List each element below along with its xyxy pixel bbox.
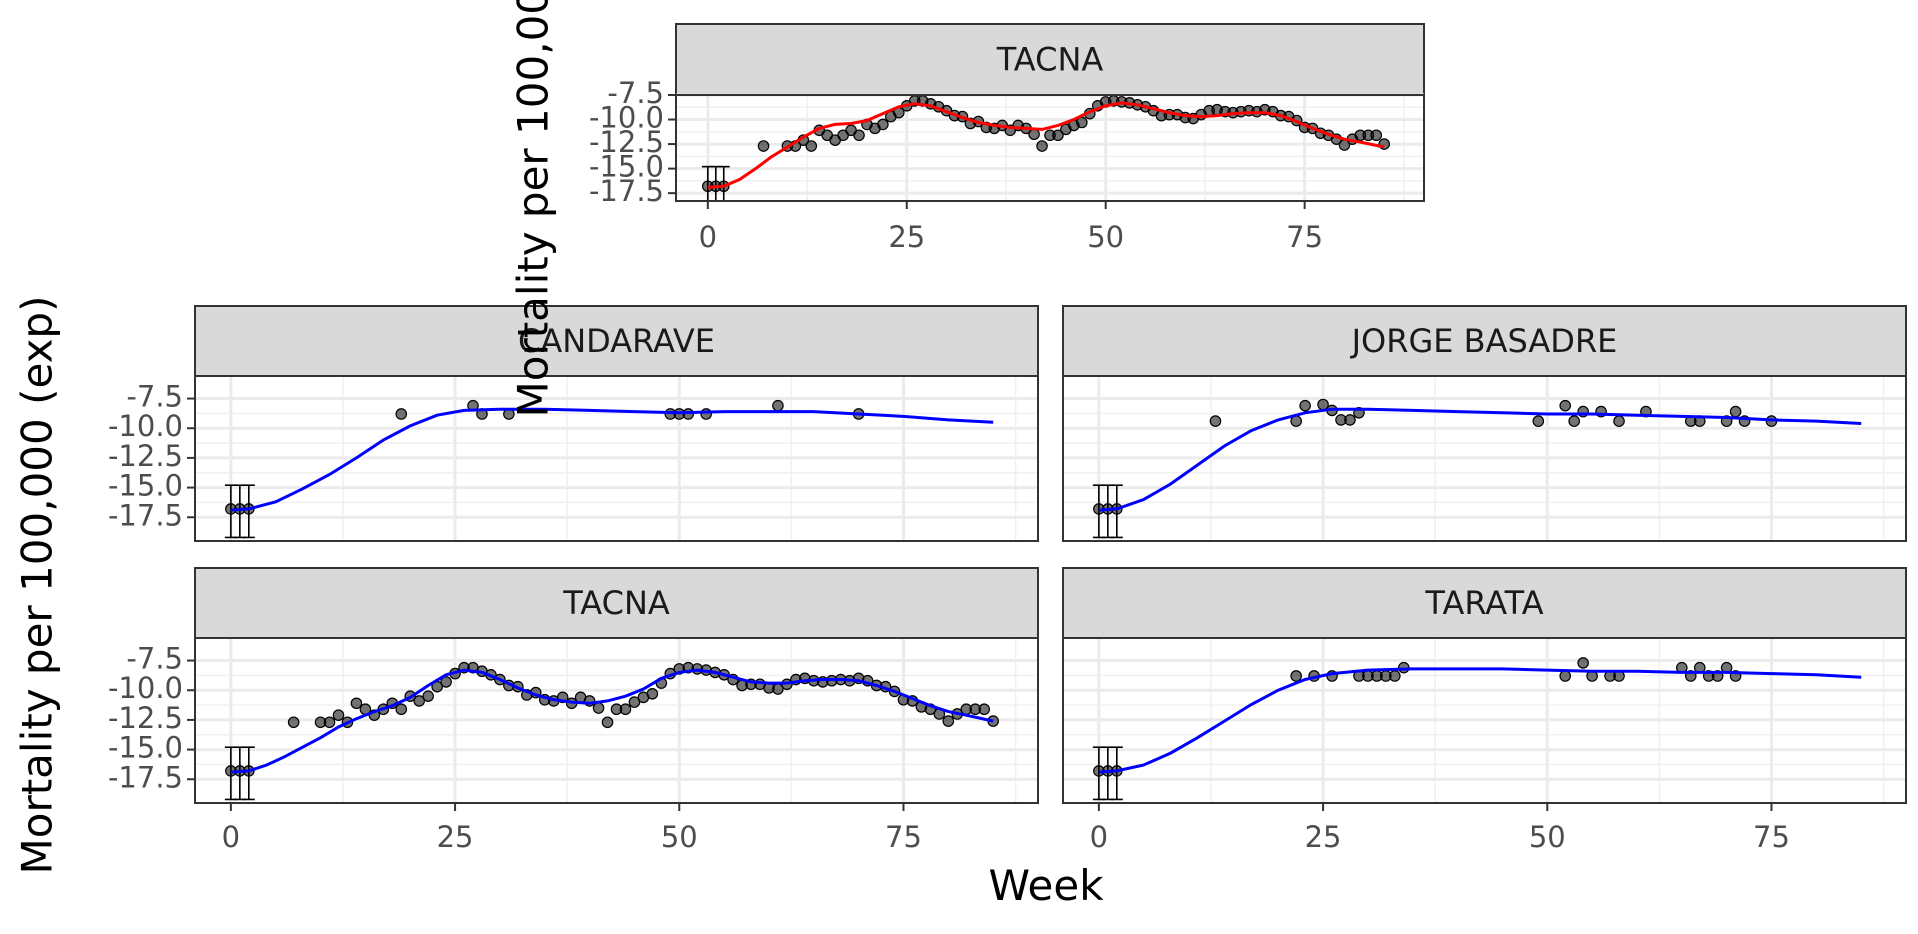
data-point	[1577, 657, 1589, 669]
plot-content	[1092, 398, 1862, 539]
data-point	[422, 690, 434, 702]
strip-label: TACNA	[996, 41, 1104, 79]
x-tick-label: 0	[1090, 820, 1108, 854]
x-tick-label: 0	[222, 820, 240, 854]
data-point	[395, 408, 408, 420]
x-tick-label: 75	[885, 820, 922, 854]
y-tick-label: -17.5	[108, 760, 183, 794]
x-tick-label: 50	[1087, 220, 1124, 254]
data-point	[619, 703, 632, 716]
strip-background	[1062, 567, 1907, 639]
y-tick-label: -12.5	[108, 439, 183, 473]
smooth-line	[230, 407, 994, 512]
y-tick-label: -10.0	[108, 671, 183, 705]
data-point	[1389, 670, 1401, 682]
data-point	[805, 140, 818, 152]
data-point	[287, 716, 300, 729]
data-point	[1568, 415, 1580, 427]
data-point	[592, 702, 605, 714]
data-point	[772, 399, 784, 412]
x-tick-label: 25	[437, 820, 474, 854]
plot-content	[1092, 657, 1862, 801]
x-tick-label: 0	[699, 220, 717, 254]
y-tick-label: -7.5	[126, 380, 183, 414]
data-point	[1370, 129, 1383, 142]
data-point	[700, 408, 712, 420]
x-tick-label: 25	[1305, 820, 1342, 854]
data-point	[1290, 670, 1302, 682]
data-point	[1209, 415, 1222, 427]
data-point	[1559, 399, 1572, 412]
data-point	[413, 695, 426, 707]
strip-background	[675, 23, 1425, 96]
y-tick-label: -15.0	[589, 150, 664, 184]
strip-label: CANDARAVE	[518, 322, 715, 360]
strip-label: JORGE BASADRE	[1350, 322, 1618, 360]
plot-content	[701, 95, 1391, 201]
smooth-line	[707, 101, 1385, 189]
data-point	[332, 709, 345, 721]
data-point	[1036, 140, 1048, 152]
x-axis-title: Week	[988, 861, 1104, 910]
data-point	[1613, 415, 1625, 427]
data-point	[628, 696, 641, 708]
data-point	[350, 697, 363, 710]
data-point	[757, 140, 770, 152]
y-tick-label: -7.5	[607, 76, 664, 110]
data-point	[942, 715, 955, 727]
plot-border	[675, 94, 1425, 202]
x-tick-label: 75	[1753, 820, 1790, 854]
y-tick-label: -12.5	[108, 701, 183, 735]
facet-panel: TACNA -7.5-10.0-12.5-15.0-17.5 0 25 50 75	[108, 567, 1039, 854]
x-tick-label: 25	[888, 220, 925, 254]
x-tick-label: 75	[1286, 220, 1323, 254]
data-point	[1299, 399, 1311, 412]
data-point	[1559, 670, 1572, 682]
top-panel-y-axis-title: Mortality per 100,000 (exp)	[509, 0, 558, 417]
facet-panels: TACNA-7.5-10.0-12.5-15.0-17.50 25 50 75CAND…	[108, 23, 1907, 854]
data-point	[1532, 415, 1545, 427]
data-point	[877, 118, 889, 131]
x-tick-label: 50	[1529, 820, 1566, 854]
strip-background	[1062, 305, 1907, 377]
smooth-line	[1098, 667, 1862, 774]
smooth-line	[1098, 407, 1862, 512]
facet-panel: JORGE BASADRE	[1062, 305, 1907, 542]
strip-background	[194, 305, 1039, 377]
plot-border	[1062, 637, 1907, 804]
y-tick-label: -7.5	[126, 642, 183, 676]
data-point	[601, 716, 614, 729]
data-point	[1052, 129, 1064, 142]
data-point	[853, 129, 865, 142]
data-point	[646, 687, 659, 700]
data-point	[1729, 405, 1742, 418]
strip-label: TACNA	[562, 584, 670, 622]
y-tick-label: -17.5	[589, 174, 664, 208]
plot-content	[224, 661, 999, 801]
data-point	[1317, 398, 1329, 411]
plot-content	[224, 399, 994, 539]
data-point	[323, 716, 336, 729]
data-point	[1344, 414, 1356, 426]
plot-border	[1062, 375, 1907, 542]
smooth-line	[230, 668, 994, 774]
facet-panel: CANDARAVE -7.5-10.0-12.5-15.0-17.5	[108, 305, 1039, 542]
y-tick-label: -15.0	[108, 469, 183, 503]
strip-label: TARATA	[1424, 584, 1543, 622]
x-tick-label: 50	[661, 820, 698, 854]
data-point	[440, 676, 452, 688]
y-tick-label: -10.0	[589, 101, 664, 135]
y-tick-label: -17.5	[108, 498, 183, 532]
y-tick-label: -12.5	[589, 125, 664, 159]
data-point	[978, 703, 990, 716]
y-axis-title: Mortality per 100,000 (exp)	[13, 296, 62, 875]
facet-panel: TACNA -7.5-10.0-12.5-15.0-17.5 0 25 50 75	[589, 23, 1425, 254]
data-point	[1076, 116, 1088, 129]
data-point	[395, 703, 408, 716]
y-tick-label: -15.0	[108, 731, 183, 765]
facet-panel: TARATA 0 25 50 75	[1062, 567, 1907, 854]
y-tick-label: -10.0	[108, 409, 183, 443]
